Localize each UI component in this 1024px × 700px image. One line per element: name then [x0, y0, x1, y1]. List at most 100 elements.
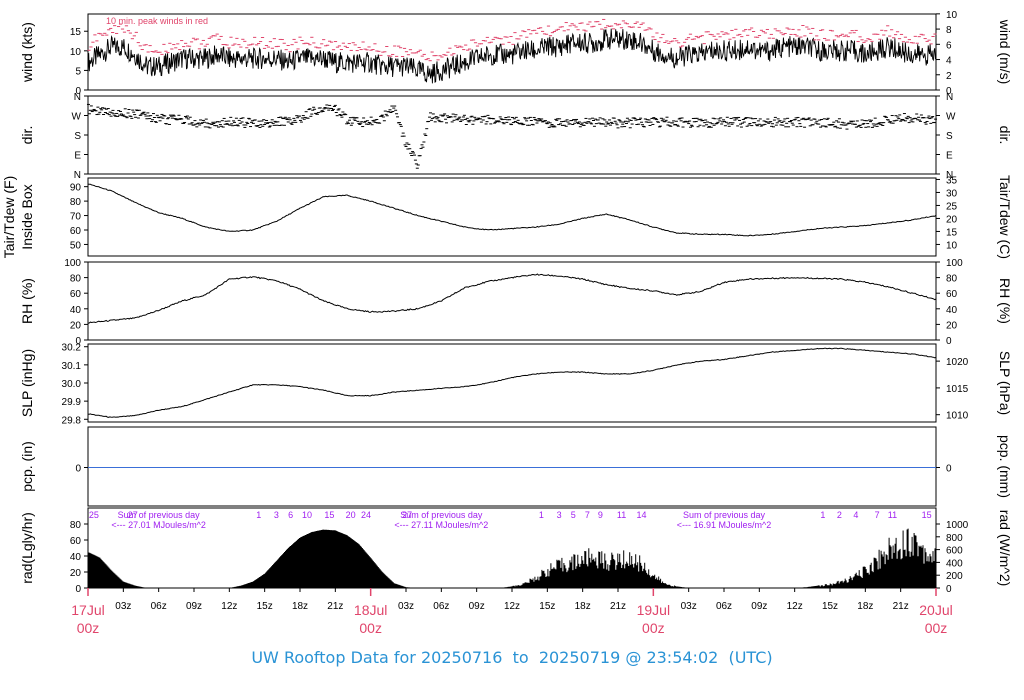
- rh-line: [87, 273, 937, 324]
- x-tick-label: 09z: [186, 601, 202, 612]
- radiation-hour-label: 3: [274, 510, 279, 520]
- x-tick-label: 21z: [327, 601, 343, 612]
- x-tick-label: 12z: [221, 601, 237, 612]
- radiation-hour-label: 11: [888, 510, 897, 520]
- y-tick-label-left: 50: [70, 240, 82, 251]
- y-axis-label-right: wind (m/s): [997, 19, 1013, 85]
- radiation-hour-label: 10: [302, 510, 312, 520]
- day-label-date: 20Jul: [919, 602, 952, 618]
- panel-slp: SLP (inHg) SLP (hPa) 29.8 29.9 30.0 30.1 30.2 1…: [19, 343, 1013, 427]
- y-axis-label-left: rad(Lgly/hr): [19, 512, 35, 584]
- y-tick-label-left: 40: [70, 552, 82, 563]
- panel-rh: RH (%) RH (%) 0 20 40 60 80 100 0 20 40 60 80 100: [19, 258, 1013, 347]
- x-tick-label: 18z: [857, 601, 873, 612]
- radiation-hour-label: 14: [637, 510, 647, 520]
- y-tick-label-left: 0: [75, 584, 81, 595]
- radiation-hour-label: 24: [361, 510, 371, 520]
- footer-end-date: 20250719: [538, 648, 621, 667]
- temp-line: [87, 183, 937, 237]
- y-tick-label-right: 0: [946, 86, 952, 97]
- y-tick-label-left: W: [72, 112, 82, 123]
- panel-frame: [87, 13, 937, 91]
- y-tick-label-right: 30: [946, 188, 958, 199]
- panel-frame: [87, 426, 937, 507]
- daily-sum-title: Sum of previous day: [400, 510, 483, 520]
- y-tick-label-right: 6: [946, 40, 952, 51]
- y-tick-label-right: 40: [946, 305, 958, 316]
- x-tick-label: 06z: [433, 601, 449, 612]
- daily-sum-value: <--- 27.01 MJoules/m^2: [111, 520, 206, 530]
- footer-to-word: to: [512, 648, 529, 667]
- panel-frame: [87, 507, 937, 589]
- y-tick-label-left: 30.1: [62, 361, 82, 372]
- radiation-hour-label: 1: [256, 510, 261, 520]
- radiation-hour-label: 4: [853, 510, 858, 520]
- y-tick-label-left: 40: [70, 305, 82, 316]
- radiation-hour-label: 1: [539, 510, 544, 520]
- y-axis-label-left: Tair/Tdew (F): [1, 176, 17, 258]
- panel-dir: dir. dir.N NE ES SW WN N: [19, 92, 1013, 181]
- x-tick-label: 06z: [716, 601, 732, 612]
- y-tick-label-right: 1015: [946, 384, 969, 395]
- x-tick-label: 03z: [115, 601, 131, 612]
- y-tick-label-right: S: [946, 131, 953, 142]
- panel-frame: [87, 261, 937, 341]
- y-tick-label-left: 60: [70, 536, 82, 547]
- y-axis-label-right: pcp. (mm): [997, 435, 1013, 498]
- panel-frame: [87, 95, 937, 175]
- wind-speed-line: [87, 28, 937, 84]
- y-tick-label-right: 35: [946, 175, 958, 186]
- panel-wind: wind (kts) wind (m/s) 0 5 10 15 0 2 4 6 8 10 10 min.…: [19, 10, 1013, 97]
- radiation-hour-label: 6: [288, 510, 293, 520]
- y-tick-label-left: 100: [64, 258, 81, 269]
- y-tick-label-left: 0: [75, 336, 81, 347]
- radiation-hour-label: 25: [89, 510, 99, 520]
- x-tick-label: 06z: [151, 601, 167, 612]
- daily-sum-value: <--- 27.11 MJoules/m^2: [394, 520, 488, 530]
- y-tick-label-right: N: [946, 92, 953, 103]
- day-label-time: 00z: [642, 620, 665, 636]
- y-tick-label-right: W: [946, 112, 956, 123]
- y-tick-label-left: E: [74, 151, 81, 162]
- y-tick-label-right: 800: [946, 533, 963, 544]
- footer-time: 23:54:02: [646, 648, 719, 667]
- panel-temp: Tair/Tdew (F) Inside Box Tair/Tdew (C) 50 60…: [1, 175, 1013, 259]
- radiation-hour-label: 7: [875, 510, 880, 520]
- y-tick-label-right: 8: [946, 25, 952, 36]
- y-tick-label-left: S: [74, 131, 81, 142]
- radiation-hour-label: 9: [598, 510, 603, 520]
- radiation-hour-label: 2: [837, 510, 842, 520]
- footer-prefix: UW Rooftop Data for: [251, 648, 416, 667]
- x-tick-label: 15z: [822, 601, 838, 612]
- y-axis-label-left: pcp. (in): [19, 441, 35, 492]
- y-tick-label-right: 0: [946, 336, 952, 347]
- footer-tz: (UTC): [728, 648, 773, 667]
- day-label-date: 17Jul: [71, 602, 104, 618]
- y-tick-label-left: 20: [70, 320, 82, 331]
- y-tick-label-right: 20: [946, 320, 958, 331]
- y-tick-label-left: 80: [70, 197, 82, 208]
- day-label-date: 19Jul: [637, 602, 670, 618]
- y-tick-label-right: 15: [946, 227, 958, 238]
- y-tick-label-left: 20: [70, 568, 82, 579]
- panel-rad: rad(Lgly/hr) rad (W/m^2)02040608002004006…: [19, 507, 1013, 595]
- daily-sum-value: <--- 16.91 MJoules/m^2: [677, 520, 772, 530]
- y-tick-label-right: E: [946, 151, 953, 162]
- panel-pcp: pcp. (in) pcp. (mm) 0 0: [19, 426, 1013, 507]
- y-tick-label-left: 80: [70, 520, 82, 531]
- daily-sum-title: Sum of previous day: [683, 510, 766, 520]
- radiation-hour-label: 11: [617, 510, 626, 520]
- day-label-time: 00z: [359, 620, 382, 636]
- daily-sum-title: Sum of previous day: [118, 510, 201, 520]
- y-axis-label-right: dir.: [997, 126, 1013, 145]
- y-tick-label-right: 80: [946, 274, 958, 285]
- y-tick-label-right: 25: [946, 201, 958, 212]
- y-tick-label-right: 1020: [946, 357, 969, 368]
- y-tick-label-left: 70: [70, 212, 82, 223]
- y-tick-label-right: 60: [946, 289, 958, 300]
- x-tick-label: 12z: [504, 601, 520, 612]
- y-axis-label-left: RH (%): [19, 278, 35, 324]
- y-tick-label-left: N: [74, 92, 81, 103]
- x-tick-label: 21z: [610, 601, 626, 612]
